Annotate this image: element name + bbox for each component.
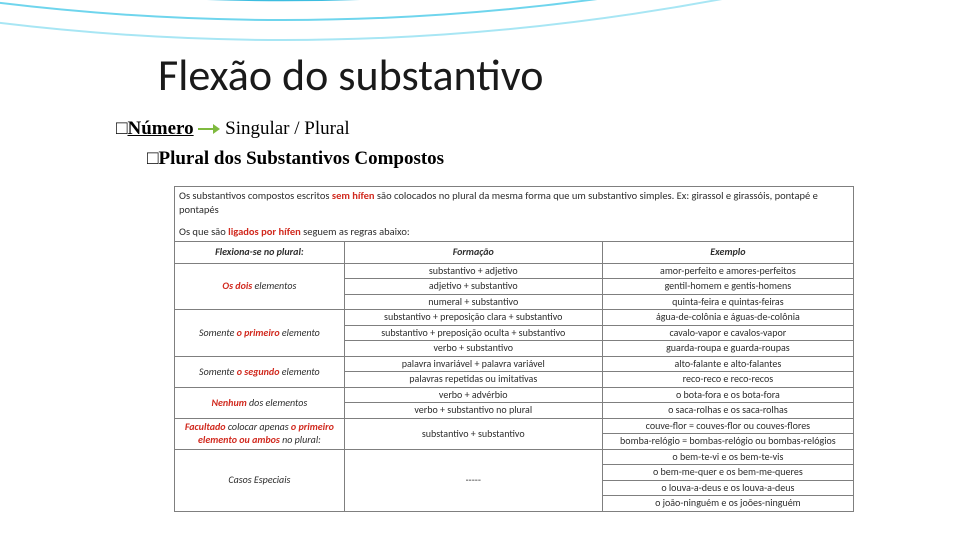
example-cell: reco-reco e reco-recos	[602, 372, 853, 388]
example-cell: alto-falante e alto-falantes	[602, 356, 853, 372]
intro-text: Os substantivos compostos escritos sem h…	[174, 186, 854, 241]
slide-title: Flexão do substantivo	[158, 48, 543, 102]
formation-cell: verbo + substantivo no plural	[344, 403, 602, 419]
bullet-numero: □Número Singular / Plural	[116, 118, 350, 141]
table-row: Facultado colocar apenas o primeiro elem…	[175, 418, 854, 434]
formation-cell: -----	[344, 449, 602, 511]
singular-plural-text: Singular / Plural	[220, 118, 349, 139]
th-exemplo: Exemplo	[602, 241, 853, 263]
formation-cell: palavra invariável + palavra variável	[344, 356, 602, 372]
flexion-rule-cell: Facultado colocar apenas o primeiro elem…	[175, 418, 345, 449]
table-row: Nenhum dos elementosverbo + advérbioo bo…	[175, 387, 854, 403]
example-cell: amor-perfeito e amores-perfeitos	[602, 263, 853, 279]
flexion-table: Flexiona-se no plural: Formação Exemplo …	[174, 241, 854, 512]
formation-cell: adjetivo + substantivo	[344, 279, 602, 295]
example-cell: bomba-relógio = bombas-relógio ou bombas…	[602, 434, 853, 450]
flexion-rule-cell: Nenhum dos elementos	[175, 387, 345, 418]
plural-compostos-text: Plural dos Substantivos Compostos	[158, 148, 444, 169]
formation-cell: verbo + advérbio	[344, 387, 602, 403]
example-cell: guarda-roupa e guarda-roupas	[602, 341, 853, 357]
example-cell: cavalo-vapor e cavalos-vapor	[602, 325, 853, 341]
table-row: Casos Especiais-----o bem-te-vi e os bem…	[175, 449, 854, 465]
flexion-rule-cell: Casos Especiais	[175, 449, 345, 511]
bullet-square-2: □	[147, 148, 158, 169]
example-cell: couve-flor = couves-flor ou couves-flore…	[602, 418, 853, 434]
formation-cell: substantivo + preposição oculta + substa…	[344, 325, 602, 341]
bullet-square: □	[116, 118, 127, 139]
table-row: Os dois elementossubstantivo + adjetivoa…	[175, 263, 854, 279]
formation-cell: numeral + substantivo	[344, 294, 602, 310]
example-cell: gentil-homem e gentis-homens	[602, 279, 853, 295]
flexion-rule-cell: Somente o primeiro elemento	[175, 310, 345, 357]
flexion-rule-cell: Os dois elementos	[175, 263, 345, 310]
numero-label: Número	[127, 118, 193, 139]
example-cell: o bota-fora e os bota-fora	[602, 387, 853, 403]
intro-p2: Os que são ligados por hífen seguem as r…	[179, 225, 849, 239]
example-cell: o bem-me-quer e os bem-me-queres	[602, 465, 853, 481]
example-cell: água-de-colônia e águas-de-colônia	[602, 310, 853, 326]
formation-cell: verbo + substantivo	[344, 341, 602, 357]
flexion-rule-cell: Somente o segundo elemento	[175, 356, 345, 387]
bullet-plural-compostos: □Plural dos Substantivos Compostos	[147, 148, 444, 170]
example-cell: o joão-ninguém e os joões-ninguém	[602, 496, 853, 512]
th-formacao: Formação	[344, 241, 602, 263]
example-cell: o saca-rolhas e os saca-rolhas	[602, 403, 853, 419]
formation-cell: substantivo + substantivo	[344, 418, 602, 449]
table-row: Somente o segundo elementopalavra invari…	[175, 356, 854, 372]
intro-p1: Os substantivos compostos escritos sem h…	[179, 189, 849, 216]
formation-cell: substantivo + adjetivo	[344, 263, 602, 279]
example-cell: o bem-te-vi e os bem-te-vis	[602, 449, 853, 465]
example-cell: quinta-feira e quintas-feiras	[602, 294, 853, 310]
th-flexiona: Flexiona-se no plural:	[175, 241, 345, 263]
formation-cell: palavras repetidas ou imitativas	[344, 372, 602, 388]
formation-cell: substantivo + preposição clara + substan…	[344, 310, 602, 326]
table-row: Somente o primeiro elementosubstantivo +…	[175, 310, 854, 326]
example-cell: o louva-a-deus e os louva-a-deus	[602, 480, 853, 496]
arrow-icon	[198, 119, 220, 141]
content-table-container: Os substantivos compostos escritos sem h…	[174, 186, 854, 512]
